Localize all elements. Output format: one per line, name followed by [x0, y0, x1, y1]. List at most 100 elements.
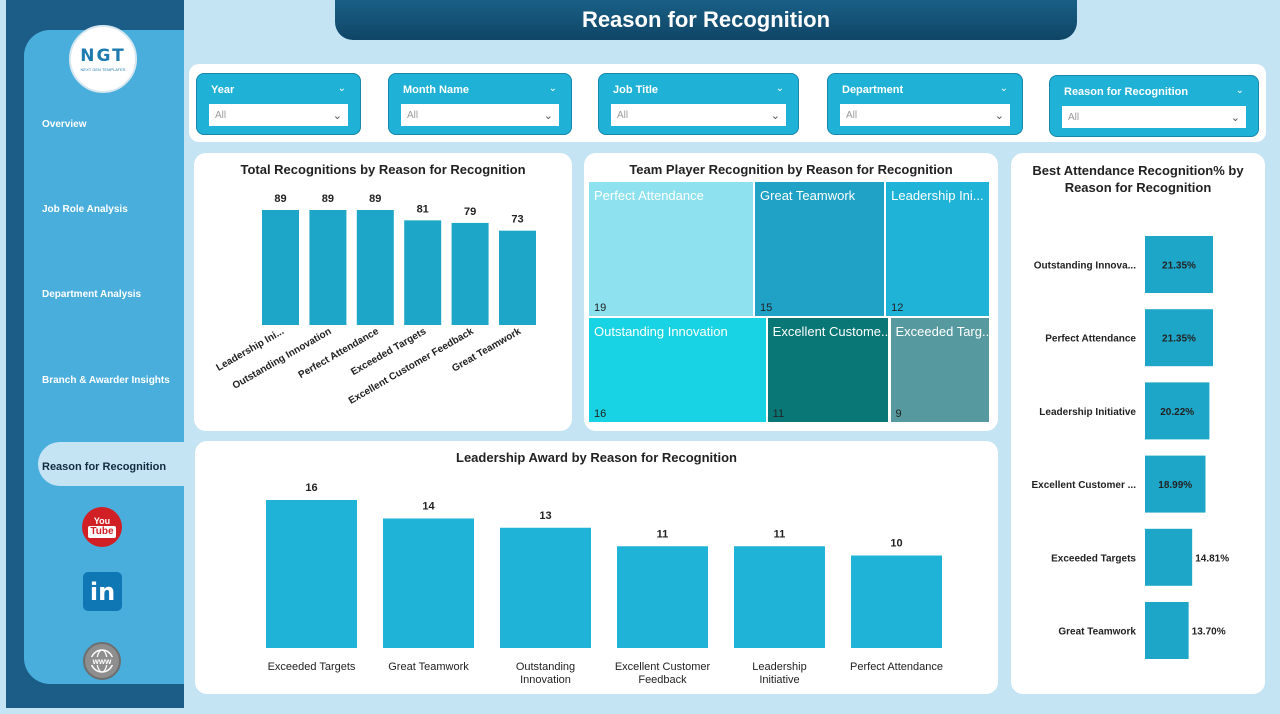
treemap-cell[interactable]: Leadership Ini... 12	[886, 182, 989, 316]
category-label: Leadership Initiative	[1039, 407, 1136, 418]
logo-subtitle: NEXT GEN TEMPLATES	[80, 67, 126, 72]
leadership-award-chart: 16 Exceeded Targets 14 Great Teamwork 13 Outs…	[266, 482, 943, 686]
treemap-cell[interactable]: Excellent Custome... 11	[767, 317, 889, 422]
category-label-line: Feedback	[638, 674, 687, 686]
data-label: 79	[464, 206, 476, 218]
category-label: Perfect Attendance	[850, 661, 943, 673]
category-label-line: Exceeded Targets	[268, 661, 356, 673]
page-title: Reason for Recognition	[581, 7, 831, 32]
team-player-treemap: Perfect Attendance 19 Great Teamwork 15 Lead…	[588, 181, 990, 423]
treemap-value: 11	[772, 407, 785, 420]
data-label: 89	[369, 193, 381, 205]
treemap-label: Outstanding Innovation	[594, 323, 728, 339]
youtube-icon-top: You	[93, 515, 111, 526]
treemap-cell[interactable]: Outstanding Innovation 16	[589, 317, 766, 422]
category-label: Great Teamwork	[388, 661, 469, 673]
data-label: 11	[657, 528, 669, 540]
youtube-icon-box: Tube	[88, 525, 116, 538]
job-title-slicer[interactable]: Job Title ⌄ All ⌄	[598, 73, 799, 135]
nav-overview[interactable]: Overview	[42, 119, 87, 130]
chevron-down-icon[interactable]: ⌄	[999, 83, 1008, 94]
bar	[356, 210, 394, 325]
chevron-down-icon[interactable]: ⌄	[775, 83, 784, 94]
category-label: Exceeded Targets	[268, 661, 356, 673]
slicer-title: Month Name	[403, 84, 469, 96]
year-select[interactable]: All ⌄	[209, 104, 348, 126]
year-slicer[interactable]: Year ⌄ All ⌄	[196, 73, 361, 135]
job-title-select[interactable]: All ⌄	[611, 104, 786, 126]
treemap-label: Excellent Custome...	[772, 323, 889, 339]
bar	[383, 518, 474, 648]
nav-branch-awarder-insights[interactable]: Branch & Awarder Insights	[42, 375, 170, 386]
category-label: Perfect Attendance	[297, 326, 381, 381]
chevron-down-icon: ⌄	[332, 109, 342, 122]
treemap-label: Leadership Ini...	[891, 188, 984, 203]
category-label: Exceeded Targets	[1051, 553, 1136, 564]
treemap-label: Exceeded Targ...	[895, 323, 990, 339]
treemap-value: 16	[594, 407, 607, 420]
bar	[617, 546, 708, 648]
treemap-cell[interactable]: Exceeded Targ... 9	[890, 317, 990, 422]
bar	[404, 220, 442, 325]
nav-reason-for-recognition[interactable]: Reason for Recognition	[42, 461, 167, 473]
chart-title: Leadership Award by Reason for Recogniti…	[456, 450, 737, 465]
page-title-bar: Reason for Recognition	[335, 0, 1077, 40]
category-label-line: Initiative	[759, 674, 799, 686]
data-label: 73	[511, 214, 523, 226]
data-label: 16	[305, 482, 317, 494]
slicer-title: Job Title	[613, 84, 659, 96]
chart-title: Team Player Recognition by Reason for Re…	[629, 162, 953, 177]
data-label: 13.70%	[1192, 627, 1226, 638]
chart-title: Total Recognitions by Reason for Recogni…	[240, 162, 526, 177]
category-label: Great Teamwork	[1058, 627, 1136, 638]
bar	[266, 500, 357, 648]
data-label: 81	[417, 203, 429, 215]
treemap-cell[interactable]: Perfect Attendance 19	[589, 182, 754, 316]
bar	[1145, 528, 1193, 586]
chevron-down-icon[interactable]: ⌄	[548, 83, 557, 94]
logo: NGT NEXT GEN TEMPLATES	[69, 25, 137, 93]
data-label: 89	[322, 193, 334, 205]
treemap-value: 19	[594, 301, 607, 314]
bar	[1145, 602, 1189, 659]
bar	[451, 222, 489, 325]
chevron-down-icon: ⌄	[770, 109, 780, 122]
chevron-down-icon: ⌄	[1230, 111, 1240, 124]
nav-active-tab[interactable]	[38, 442, 184, 486]
treemap-cell[interactable]: Great Teamwork 15	[755, 182, 885, 316]
reason-select[interactable]: All ⌄	[1062, 106, 1246, 128]
bar	[1145, 236, 1213, 293]
slicer-value: All	[846, 109, 858, 121]
reason-slicer[interactable]: Reason for Recognition ⌄ All ⌄	[1049, 75, 1259, 137]
team-player-panel: Team Player Recognition by Reason for Re…	[584, 153, 998, 431]
nav-department-analysis[interactable]: Department Analysis	[42, 289, 142, 300]
category-label: Leadership Initiative	[752, 661, 806, 686]
linkedin-icon[interactable]: in	[83, 572, 122, 611]
slicer-title: Department	[842, 84, 904, 96]
globe-icon[interactable]: www	[83, 642, 121, 680]
category-label: Excellent Customer ...	[1032, 480, 1137, 491]
data-label: 13	[539, 510, 551, 522]
bar	[1145, 309, 1213, 367]
youtube-icon[interactable]: You Tube	[82, 507, 122, 547]
globe-icon-graphic: www	[90, 649, 114, 673]
month-name-slicer[interactable]: Month Name ⌄ All ⌄	[388, 73, 572, 135]
chevron-down-icon: ⌄	[994, 109, 1004, 122]
data-label: 14.81%	[1195, 553, 1229, 564]
data-label: 21.35%	[1162, 261, 1196, 272]
treemap-value: 15	[760, 301, 773, 314]
data-label: 11	[774, 528, 786, 540]
bar	[499, 230, 536, 325]
department-slicer[interactable]: Department ⌄ All ⌄	[827, 73, 1023, 135]
data-label: 10	[890, 538, 902, 550]
bar	[1145, 382, 1210, 440]
category-label-line: Perfect Attendance	[850, 661, 943, 673]
chevron-down-icon[interactable]: ⌄	[1235, 85, 1244, 96]
slicer-value: All	[215, 109, 227, 121]
chevron-down-icon[interactable]: ⌄	[337, 83, 346, 94]
bar	[500, 527, 591, 648]
department-select[interactable]: All ⌄	[840, 104, 1010, 126]
month-name-select[interactable]: All ⌄	[401, 104, 559, 126]
category-label: Perfect Attendance	[1045, 334, 1136, 345]
nav-job-role-analysis[interactable]: Job Role Analysis	[42, 204, 128, 215]
